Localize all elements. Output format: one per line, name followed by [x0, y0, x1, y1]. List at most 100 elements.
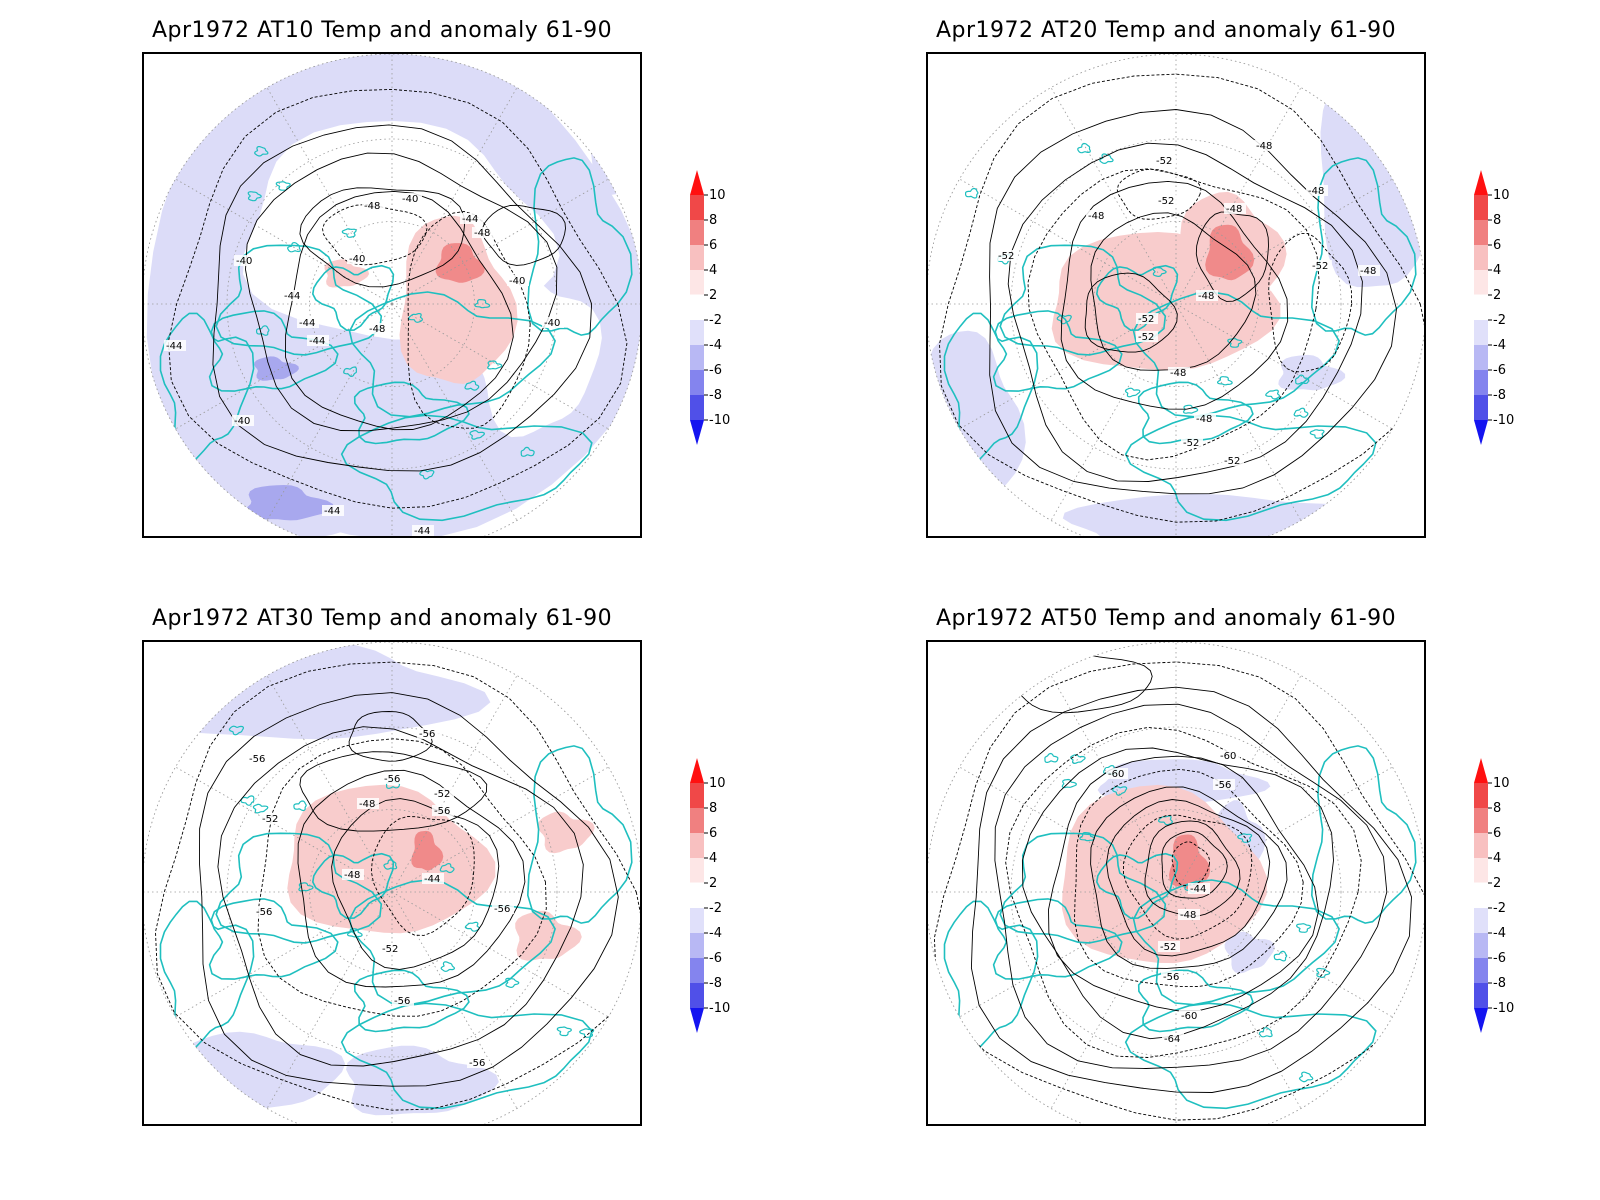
colorbar-label: 10: [709, 188, 726, 203]
panel-title-at20: Apr1972 AT20 Temp and anomaly 61-90: [936, 18, 1397, 43]
temperature-contour: [1027, 168, 1320, 461]
contour-label-bg: [392, 995, 414, 1006]
contour-label: -56: [1163, 972, 1179, 983]
contour-label: -56: [419, 729, 435, 740]
contour-label-bg: [1306, 185, 1328, 196]
contour-label-bg: [322, 505, 344, 516]
colorbar-label: -10: [709, 413, 730, 428]
meridian-line: [959, 303, 1177, 430]
island: [1316, 967, 1331, 979]
contour-label: -48: [1170, 368, 1186, 379]
colorbar-max-arrow: [690, 170, 704, 195]
colorbar-at10: 10 8 6 4 2 -2 -4 -6 -8 -10: [689, 170, 730, 445]
contour-label-bg: [1358, 265, 1380, 276]
temperature-contour: [348, 711, 433, 762]
positive-anomaly-region: [399, 215, 518, 384]
meridian-line: [1175, 891, 1393, 1018]
contour-label-bg: [1224, 203, 1246, 214]
island: [1070, 754, 1086, 765]
island: [505, 977, 520, 989]
island: [579, 1028, 595, 1038]
contour-label-bg: [247, 753, 269, 764]
latitude-circle: [226, 726, 558, 1058]
colorbar-at30: 10 8 6 4 2 -2 -4 -6 -8 -10: [689, 758, 730, 1033]
coastline: [1132, 879, 1340, 1006]
colorbar-segment: [689, 294, 705, 321]
colorbar-segment: [690, 908, 704, 933]
colorbar-label: -2: [709, 313, 722, 328]
island: [1079, 832, 1096, 842]
island: [474, 299, 491, 309]
contour-label: -52: [262, 814, 278, 825]
contour-label-bg: [467, 1057, 489, 1068]
coastline: [1137, 381, 1254, 445]
island: [247, 191, 262, 202]
panel-title-at50: Apr1972 AT50 Temp and anomaly 61-90: [936, 606, 1397, 631]
colorbar-label: 4: [1493, 851, 1501, 866]
temperature-contour: [933, 661, 1424, 1121]
island: [440, 961, 456, 972]
island: [464, 921, 480, 932]
latitude-circle: [1010, 726, 1342, 1058]
temperature-contour: [212, 124, 593, 472]
meridian-line: [1175, 178, 1393, 305]
colorbar-segment: [1474, 245, 1488, 270]
contour-label-bg: [432, 788, 454, 799]
contour-label-bg: [1158, 941, 1180, 952]
colorbar-label: 4: [709, 263, 717, 278]
contour-label: -48: [344, 870, 360, 881]
colorbar-label: 4: [1493, 263, 1501, 278]
contour-label: -56: [494, 904, 510, 915]
colorbar-segment: [690, 783, 704, 808]
contour-label-bg: [1194, 413, 1216, 424]
temperature-contour: [1195, 211, 1269, 302]
strong-negative-anomaly-region: [254, 356, 299, 381]
colorbar-min-arrow: [1474, 420, 1488, 445]
colorbar-label: 10: [1493, 776, 1510, 791]
contour-label-bg: [542, 317, 564, 328]
colorbar-label: -4: [709, 926, 722, 941]
colorbar-label: 2: [1493, 288, 1501, 303]
temperature-contour: [970, 686, 1412, 1093]
map-content: [928, 642, 1424, 1124]
island: [1099, 153, 1114, 165]
colorbar-segment: [690, 808, 704, 833]
colorbar-segment: [690, 858, 704, 883]
colorbar-label: -8: [1493, 388, 1506, 403]
map-panel-at30: -56 -56 -56 -52 -48 -52 -56 -48 -44 -52 -56 -56 -56 -…: [142, 640, 642, 1126]
colorbar-segment: [1474, 220, 1488, 245]
contour-label-bg: [507, 275, 529, 286]
meridian-line: [1175, 675, 1302, 893]
coastline: [1310, 157, 1417, 336]
contour-label: -48: [474, 228, 490, 239]
colorbar-segment: [690, 320, 704, 345]
colorbar-segment: [690, 195, 704, 220]
contour-label: -56: [434, 806, 450, 817]
colorbar-segment: [689, 882, 705, 909]
temperature-contour: [1021, 747, 1334, 1040]
temperature-contour: [1060, 180, 1289, 410]
contour-label-bg: [1218, 750, 1240, 761]
map-content: [928, 54, 1424, 536]
temperature-contour: [217, 726, 584, 1067]
colorbar-segment: [1474, 958, 1488, 983]
contour-label-bg: [1161, 971, 1183, 982]
island: [341, 228, 357, 238]
colorbar-segment: [1474, 270, 1488, 295]
colorbar-label: 2: [709, 288, 717, 303]
colorbar-max-arrow: [690, 758, 704, 783]
contour-label: -56: [384, 774, 400, 785]
colorbar-label: 6: [709, 238, 717, 253]
colorbar-at50: 10 8 6 4 2 -2 -4 -6 -8 -10: [1473, 758, 1514, 1033]
colorbar-segment: [690, 245, 704, 270]
colorbar-label: 2: [709, 876, 717, 891]
colorbar-label: 8: [1493, 213, 1501, 228]
positive-anomaly-region: [537, 811, 595, 854]
meridian-line: [1175, 766, 1393, 893]
panel-title-at10: Apr1972 AT10 Temp and anomaly 61-90: [152, 18, 613, 43]
temperature-contour: [245, 152, 558, 432]
temperature-contour: [994, 703, 1388, 1069]
temperature-contour: [939, 73, 1424, 523]
temperature-contour: [989, 109, 1397, 495]
contour-label: -48: [359, 799, 375, 810]
